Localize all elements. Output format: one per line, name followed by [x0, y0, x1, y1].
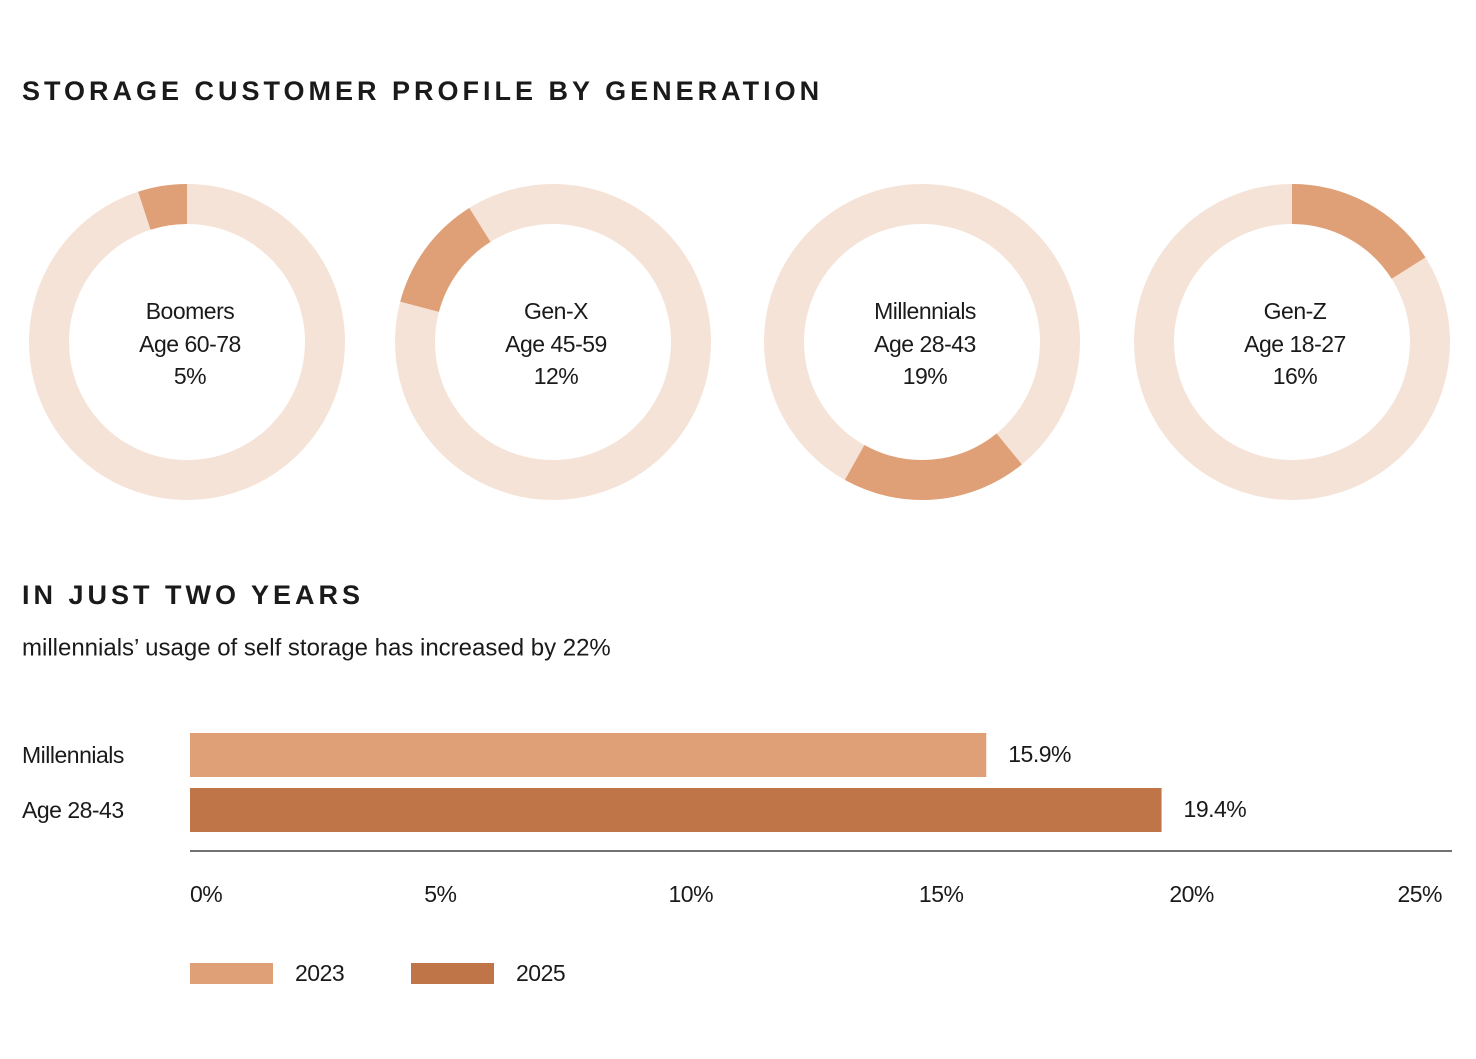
bar-chart-title: IN JUST TWO YEARS [22, 580, 364, 610]
donut-arc [138, 184, 188, 230]
donut-name: Boomers [146, 298, 235, 324]
x-tick-label: 5% [424, 881, 456, 907]
legend-swatch [411, 963, 494, 984]
category-subtitle: Age 28-43 [22, 797, 124, 823]
donut-arc [400, 208, 491, 313]
donut-track [395, 184, 711, 500]
legend-label: 2023 [295, 960, 344, 986]
donut-value-label: 19% [903, 363, 948, 389]
x-tick-label: 25% [1397, 881, 1442, 907]
x-tick-label: 20% [1169, 881, 1214, 907]
donut-value-label: 5% [174, 363, 206, 389]
bar-chart-subtitle: millennials’ usage of self storage has i… [22, 634, 611, 661]
donut-value-label: 16% [1273, 363, 1318, 389]
legend-label: 2025 [516, 960, 565, 986]
donut-subtitle: Age 28-43 [874, 331, 976, 357]
legend-swatch [190, 963, 273, 984]
bar [190, 733, 987, 777]
bar [190, 788, 1162, 832]
donut-subtitle: Age 60-78 [139, 331, 241, 357]
section-title: STORAGE CUSTOMER PROFILE BY GENERATION [22, 76, 823, 106]
x-tick-label: 0% [190, 881, 222, 907]
donut-subtitle: Age 45-59 [505, 331, 607, 357]
x-tick-label: 10% [669, 881, 714, 907]
donut-name: Gen-Z [1264, 298, 1327, 324]
donut-value-label: 12% [534, 363, 579, 389]
donut-arc [1291, 184, 1426, 280]
bar-value-label: 19.4% [1184, 796, 1247, 822]
category-label: Millennials [22, 742, 124, 768]
x-tick-label: 15% [919, 881, 964, 907]
donut-name: Gen-X [524, 298, 588, 324]
bar-value-label: 15.9% [1008, 741, 1071, 767]
donut-subtitle: Age 18-27 [1244, 331, 1346, 357]
donut-arc [844, 433, 1022, 500]
donut-name: Millennials [874, 298, 976, 324]
